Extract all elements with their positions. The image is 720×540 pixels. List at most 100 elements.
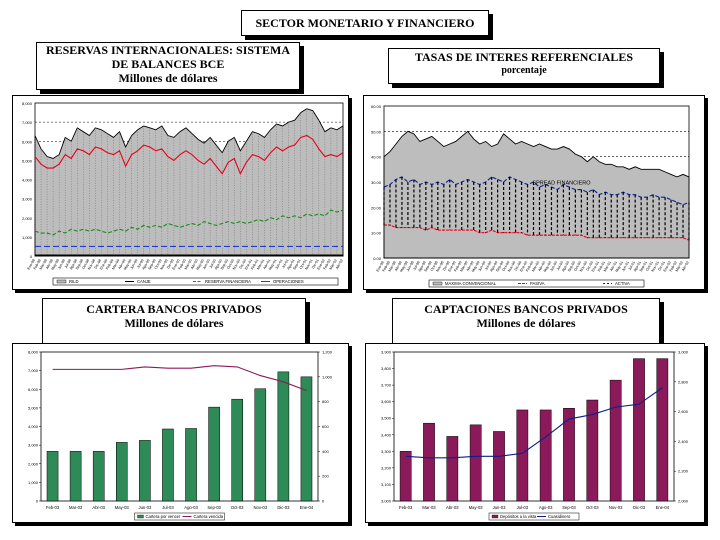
legend-swatch [432,281,443,286]
x-tick-label: Dic-98 [442,261,451,272]
x-tick-label: Sep-99 [495,261,504,273]
x-tick-label: May-98 [399,260,408,272]
x-tick-label: Sep-01 [639,261,648,273]
x-tick-label: Nov-00 [579,261,588,273]
legend-label: OPERACIONES [273,279,304,284]
x-tick-label: Oct-01 [645,261,654,272]
x-tick-label: Jul-98 [64,259,72,269]
reservas-chart: 0 1,000 2,000 3,000 4,000 5,000 6,000 7,000 8,00… [22,101,344,286]
x-tick-label: Nov-00 [232,259,241,271]
series-area-0 [34,108,344,257]
x-tick-label: Jul-03 [162,505,174,510]
x-tick-label: Ago-01 [633,261,642,273]
x-tick-label: Ago-03 [184,505,198,510]
x-tick-label: Jul-01 [628,261,636,271]
y-tick-left-label: 3,500 [381,416,392,421]
x-tick-label: Feb-01 [250,259,259,271]
y-tick-left-label: 4,000 [28,424,39,429]
bar [208,406,220,502]
x-tick-label: Sep-03 [207,505,221,510]
x-tick-label: Jun-99 [130,259,139,271]
y-tick-label: 60.00 [371,104,382,109]
x-tick-label: Ago-98 [69,259,78,271]
y-tick-right-label: 200 [322,474,329,479]
tasas-title: TASAS DE INTERES REFERENCIALES [414,50,634,64]
bar [446,436,459,502]
x-tick-label: Oct-03 [586,505,599,510]
x-tick-label: Nov-98 [435,261,444,273]
y-tick-label: 0.00 [373,256,382,261]
x-tick-label: May-01 [268,258,277,270]
y-tick-label: 5,000 [22,158,33,163]
x-tick-label: Oct-00 [226,259,235,270]
captaciones-panel: 3,000 3,100 3,200 3,300 3,400 3,500 3,600 3,700… [365,343,705,523]
x-tick-label: Ene-02 [316,259,325,271]
x-tick-label: Jul-00 [209,259,217,269]
y-tick-label: 50.00 [371,129,382,134]
x-tick-label: Oct-98 [430,261,439,272]
y-tick-right-label: 0 [322,499,325,504]
x-tick-label: Mar-01 [256,259,265,271]
bar [300,376,313,502]
x-tick-label: Abr-01 [263,259,272,270]
y-tick-left-label: 0 [36,499,39,504]
x-tick-label: Feb-02 [669,261,678,273]
x-tick-label: Oct-99 [154,259,163,270]
tasas-title-box: TASAS DE INTERES REFERENCIALES porcentaj… [388,48,660,84]
x-tick-label: Oct-00 [573,261,582,272]
x-tick-label: Feb-01 [597,261,606,273]
y-tick-label: 30.00 [371,180,382,185]
x-tick-label: May-01 [615,260,624,272]
cartera-panel: 0 1,000 2,000 3,000 4,000 5,000 6,000 7,000 8,00… [12,343,349,523]
x-tick-label: Jun-98 [57,259,66,271]
x-tick-label: Dic-01 [311,259,320,270]
x-tick-label: Ene-01 [244,259,253,271]
x-tick-label: Ene-98 [27,259,36,271]
bar [469,424,482,502]
x-tick-label: May-03 [115,505,130,510]
x-tick-label: Feb-00 [178,259,187,271]
x-tick-label: May-03 [469,505,484,510]
legend-label: RILD [69,279,79,284]
x-tick-label: Feb-03 [399,505,413,510]
y-tick-label: 0 [30,254,33,259]
captaciones-subtitle: Millones de dólares [476,315,576,330]
bar [116,442,128,502]
x-tick-label: Abr-02 [335,259,344,270]
x-tick-label: Oct-01 [299,259,308,270]
legend-label: RESERVA FINANCIERA [205,279,251,284]
y-tick-label: 2,000 [22,216,33,221]
x-tick-label: Feb-98 [382,261,391,273]
x-tick-label: Sep-98 [423,261,432,273]
bar [92,451,105,502]
x-tick-label: Dic-00 [239,259,248,270]
x-tick-label: Mar-03 [69,505,83,510]
x-tick-label: Jun-03 [493,505,506,510]
x-tick-label: Mar-00 [531,261,540,273]
bar [69,451,82,502]
x-tick-label: Ago-03 [539,505,553,510]
x-tick-label: Jun-03 [138,505,151,510]
x-tick-label: Abr-98 [394,261,403,272]
y-tick-label: 1,000 [22,235,33,240]
bar [516,409,529,502]
x-tick-label: Dic-01 [657,261,666,272]
y-tick-left-label: 3,400 [381,432,392,437]
x-tick-label: Nov-98 [87,259,96,271]
x-tick-label: Ago-01 [286,259,295,271]
legend-label: Depósitos a la vista [500,514,537,519]
x-tick-label: Sep-98 [75,259,84,271]
legend-swatch [137,514,144,519]
y-tick-right-label: 2,600 [678,409,689,414]
x-tick-label: Mar-01 [603,261,612,273]
x-tick-label: Feb-00 [525,261,534,273]
x-tick-label: Sep-99 [147,259,156,271]
y-tick-right-label: 400 [322,449,329,454]
y-tick-label: 3,000 [22,197,33,202]
y-tick-right-label: 2,200 [678,469,689,474]
bar [185,428,197,502]
x-tick-label: Jul-98 [412,261,420,271]
legend-label: Cartera por vencer [146,514,182,519]
bar [139,440,151,502]
x-tick-label: Dic-03 [277,505,290,510]
